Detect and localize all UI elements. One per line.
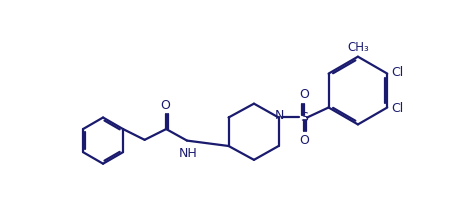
Text: S: S	[300, 111, 307, 124]
Text: NH: NH	[178, 147, 197, 160]
Text: Cl: Cl	[390, 66, 402, 79]
Text: O: O	[299, 88, 308, 101]
Text: O: O	[299, 134, 308, 147]
Text: N: N	[274, 109, 283, 123]
Text: O: O	[160, 99, 170, 112]
Text: CH₃: CH₃	[346, 41, 368, 54]
Text: Cl: Cl	[390, 102, 402, 115]
